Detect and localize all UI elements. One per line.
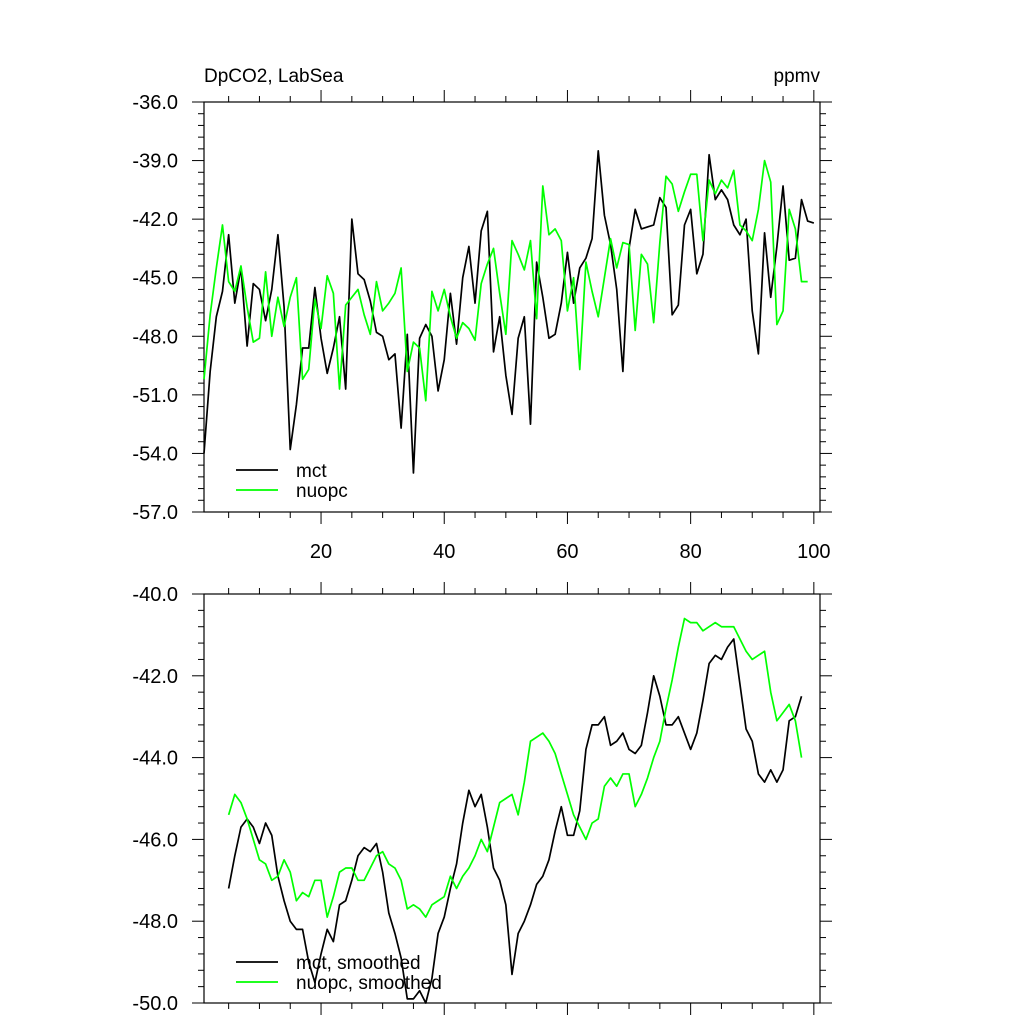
y-tick-label: -44.0: [132, 748, 178, 770]
y-tick-label: -42.0: [132, 209, 178, 231]
top-panel: DpCO2, LabSea ppmv -36.0 -39.0 -42.0 -45.0 -…: [132, 66, 832, 563]
y-tick-label: -36.0: [132, 92, 178, 114]
x-tick-label: 40: [433, 541, 455, 563]
bottom-panel: -40.0 -42.0 -44.0 -46.0 -48.0 -50.0 mct, smoot…: [132, 582, 832, 1015]
y-tick-label: -48.0: [132, 911, 178, 933]
series-line-mct: [203, 149, 815, 474]
legend-label: nuopc, smoothed: [296, 973, 442, 994]
y-tick-label: -50.0: [132, 993, 178, 1015]
y-tick-label: -48.0: [132, 326, 178, 348]
y-tick-label: -51.0: [132, 385, 178, 407]
y-tick-label: -57.0: [132, 502, 178, 524]
x-tick-label: 60: [556, 541, 578, 563]
legend-label: mct, smoothed: [296, 953, 421, 974]
series-line-nuopc: [203, 159, 808, 402]
y-tick-label: -46.0: [132, 829, 178, 851]
y-tick-label: -42.0: [132, 666, 178, 688]
y-tick-label: -45.0: [132, 268, 178, 290]
plot-frame: [203, 593, 821, 1004]
x-tick-label: 100: [797, 541, 830, 563]
legend-label: mct: [296, 461, 327, 482]
series-line-nuopc-smoothed: [227, 617, 803, 918]
x-tick-label: 80: [680, 541, 702, 563]
legend-label: nuopc: [296, 481, 348, 502]
plot-frame: [203, 101, 821, 513]
y-tick-label: -54.0: [132, 443, 178, 465]
x-tick-label: 20: [310, 541, 332, 563]
units-label: ppmv: [774, 66, 821, 87]
y-tick-label: -39.0: [132, 151, 178, 173]
chart-title: DpCO2, LabSea: [204, 66, 344, 87]
series-line-mct-smoothed: [227, 638, 803, 1004]
y-tick-label: -40.0: [132, 584, 178, 606]
